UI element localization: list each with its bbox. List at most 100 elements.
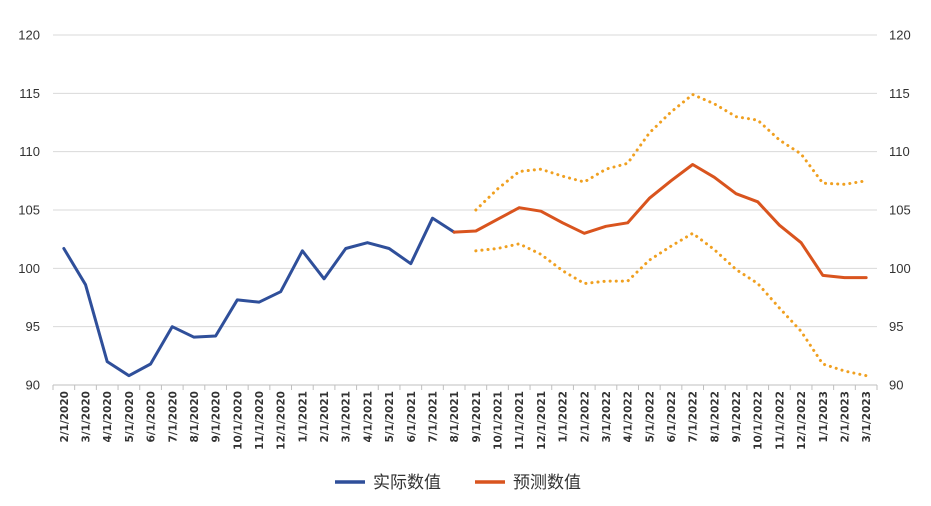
series-point-2 (627, 163, 629, 165)
series-point-1 (627, 222, 629, 224)
series-point-1 (865, 277, 867, 279)
x-tick-label: 8/1/2021 (449, 391, 461, 443)
series-point-0 (367, 242, 369, 244)
series-point-1 (692, 164, 694, 166)
y-tick-label-right: 115 (889, 86, 910, 101)
x-tick-label: 3/1/2022 (601, 391, 613, 443)
series-0 (62, 216, 456, 378)
x-tick-label: 2/1/2021 (319, 391, 331, 443)
x-tick-label: 12/1/2022 (796, 391, 808, 450)
series-point-3 (822, 363, 824, 365)
series-point-2 (605, 168, 607, 170)
y-tick-label-left: 120 (18, 28, 40, 43)
series-point-1 (649, 198, 651, 200)
series-point-3 (649, 259, 651, 261)
series-point-1 (540, 210, 542, 212)
y-tick-label-right: 120 (889, 28, 911, 43)
x-tick-label: 9/1/2022 (731, 391, 743, 443)
series-point-1 (605, 226, 607, 228)
x-tick-label: 7/1/2021 (427, 391, 439, 443)
series-point-0 (106, 361, 108, 363)
series-point-0 (410, 263, 412, 265)
series-point-0 (150, 363, 152, 365)
x-tick-label: 4/1/2021 (362, 391, 374, 443)
series-point-1 (714, 177, 716, 179)
y-tick-label-left: 115 (19, 86, 40, 101)
series-point-1 (779, 224, 781, 226)
x-tick-label: 4/1/2020 (102, 391, 114, 443)
series-point-3 (562, 270, 564, 272)
x-tick-label: 5/1/2020 (124, 391, 136, 443)
y-tick-label-left: 90 (26, 378, 40, 393)
series-point-3 (540, 254, 542, 256)
series-point-3 (779, 307, 781, 309)
legend-label: 预测数值 (513, 473, 581, 493)
series-point-0 (345, 248, 347, 250)
y-tick-label-left: 95 (26, 319, 40, 334)
series-point-1 (800, 242, 802, 244)
x-tick-label: 1/1/2023 (818, 391, 830, 443)
series-point-2 (865, 180, 867, 182)
series-point-0 (193, 336, 195, 338)
x-tick-label: 7/1/2022 (688, 391, 700, 443)
series-point-2 (583, 181, 585, 183)
x-axis: 2/1/2020 3/1/2020 4/1/2020 5/1/2020 6/1/2020… (52, 385, 878, 450)
x-tick-label: 2/1/2023 (839, 391, 851, 443)
series-line-1 (452, 163, 868, 280)
x-tick-label: 6/1/2020 (146, 391, 158, 443)
x-tick-label: 8/1/2022 (709, 391, 721, 443)
y-tick-label-right: 110 (889, 144, 910, 159)
legend-item: 预测数值 (475, 473, 581, 493)
series-2 (474, 93, 868, 212)
series-point-2 (692, 94, 694, 96)
y-tick-label-left: 100 (18, 261, 40, 276)
series-point-1 (735, 193, 737, 195)
series-point-3 (670, 245, 672, 247)
x-tick-label: 4/1/2022 (623, 391, 635, 443)
series-point-0 (302, 250, 304, 252)
x-tick-label: 1/1/2022 (558, 391, 570, 443)
series-point-3 (757, 283, 759, 285)
series-point-1 (583, 233, 585, 235)
series-point-2 (475, 209, 477, 211)
y-axis-left: 90 95 100 105 110 115 120 (18, 28, 40, 393)
series-point-0 (388, 248, 390, 250)
series-point-2 (714, 103, 716, 105)
x-tick-label: 3/1/2020 (81, 391, 93, 443)
x-tick-label: 11/1/2022 (774, 391, 786, 450)
x-tick-label: 3/1/2021 (341, 391, 353, 443)
y-tick-label-right: 105 (889, 203, 911, 218)
x-tick-label: 2/1/2020 (59, 391, 71, 443)
series-point-3 (865, 375, 867, 377)
y-tick-label-right: 95 (889, 319, 903, 334)
series-point-1 (453, 231, 455, 233)
y-tick-label-right: 100 (889, 261, 911, 276)
series-1 (452, 163, 868, 280)
x-tick-label: 2/1/2022 (579, 391, 591, 443)
series-point-2 (670, 111, 672, 113)
series-point-3 (605, 280, 607, 282)
series-point-2 (822, 182, 824, 184)
x-tick-label: 5/1/2021 (384, 391, 396, 443)
x-tick-label: 12/1/2021 (536, 391, 548, 450)
series-point-2 (562, 175, 564, 177)
legend-label: 实际数值 (373, 473, 441, 493)
series-point-3 (497, 248, 499, 250)
series-point-3 (735, 269, 737, 271)
series-point-0 (258, 301, 260, 303)
series-point-0 (432, 217, 434, 219)
x-tick-label: 10/1/2022 (753, 391, 765, 450)
series-point-0 (63, 248, 65, 250)
series-point-3 (583, 283, 585, 285)
legend: 实际数值 预测数值 (335, 473, 581, 493)
x-tick-label: 11/1/2020 (254, 391, 266, 450)
x-tick-label: 8/1/2020 (189, 391, 201, 443)
series-point-3 (627, 280, 629, 282)
series-point-2 (757, 119, 759, 121)
series-point-1 (475, 230, 477, 232)
series-point-1 (822, 275, 824, 277)
x-tick-label: 9/1/2020 (211, 391, 223, 443)
series-point-0 (280, 291, 282, 293)
series-point-2 (497, 188, 499, 190)
